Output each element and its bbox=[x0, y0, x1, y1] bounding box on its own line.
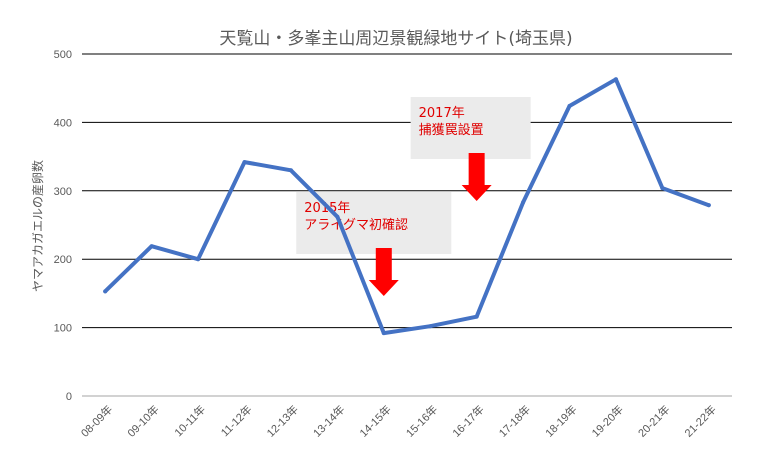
x-tick-label: 17-18年 bbox=[496, 402, 534, 440]
x-tick-label: 19-20年 bbox=[588, 402, 626, 440]
data-point bbox=[103, 289, 108, 294]
y-axis-label: ヤマアカガエルの産卵数 bbox=[30, 160, 45, 292]
data-point bbox=[149, 244, 154, 249]
x-tick-label: 09-10年 bbox=[124, 402, 162, 440]
annotation-text: アライグマ初確認 bbox=[304, 217, 408, 233]
annotation-text: 2017年 bbox=[419, 106, 465, 121]
data-point bbox=[660, 186, 665, 191]
data-point bbox=[613, 77, 618, 82]
data-point bbox=[335, 214, 340, 219]
y-tick-label: 400 bbox=[54, 117, 72, 129]
data-point bbox=[474, 314, 479, 319]
x-tick-label: 15-16年 bbox=[403, 402, 441, 440]
annotation-box bbox=[410, 97, 531, 159]
data-point bbox=[196, 257, 201, 262]
data-point bbox=[706, 203, 711, 208]
x-tick-label: 13-14年 bbox=[310, 402, 348, 440]
data-point bbox=[428, 324, 433, 329]
chart-title: 天覧山・多峯主山周辺景観緑地サイト(埼玉県) bbox=[219, 29, 572, 49]
data-point bbox=[521, 200, 526, 205]
y-tick-label: 500 bbox=[54, 49, 72, 61]
x-tick-label: 08-09年 bbox=[78, 402, 116, 440]
x-tick-label: 20-21年 bbox=[635, 402, 673, 440]
data-point bbox=[288, 168, 293, 173]
x-tick-label: 16-17年 bbox=[449, 402, 487, 440]
data-point bbox=[242, 160, 247, 165]
annotation-arrow bbox=[368, 248, 399, 296]
x-tick-label: 14-15年 bbox=[356, 402, 394, 440]
series bbox=[103, 77, 711, 336]
x-tick-label: 11-12年 bbox=[218, 402, 255, 439]
y-tick-label: 100 bbox=[54, 323, 72, 335]
x-tick-label: 12-13年 bbox=[263, 402, 301, 440]
annotation-text: 捕獲罠設置 bbox=[419, 122, 484, 138]
data-point bbox=[567, 103, 572, 108]
x-tick-label: 21-22年 bbox=[681, 402, 719, 440]
x-axis: 08-09年 09-10年 10-11年 11-12年 12-13年 13-14年 14-1… bbox=[78, 402, 719, 440]
y-tick-label: 300 bbox=[54, 186, 72, 198]
y-axis: 0 100 200 300 400 500 bbox=[54, 49, 72, 403]
data-point bbox=[381, 331, 386, 336]
annotation-arrow bbox=[461, 153, 492, 201]
x-tick-label: 10-11年 bbox=[171, 402, 208, 439]
grid bbox=[82, 53, 732, 397]
x-tick-label: 18-19年 bbox=[542, 402, 580, 440]
y-tick-label: 0 bbox=[66, 391, 72, 403]
y-tick-label: 200 bbox=[54, 254, 72, 266]
series-line bbox=[103, 77, 711, 336]
